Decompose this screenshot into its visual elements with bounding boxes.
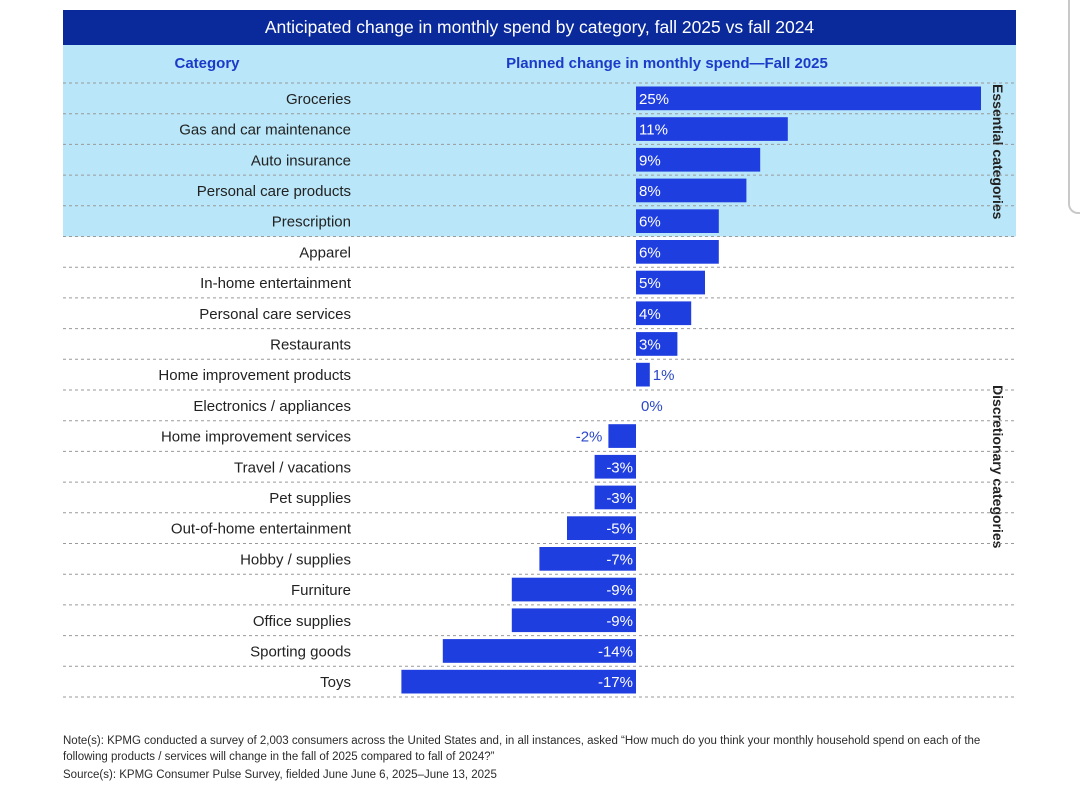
group-label: Discretionary categories	[990, 385, 1006, 549]
data-label: 3%	[639, 336, 661, 353]
category-label: Restaurants	[270, 336, 351, 353]
scroll-edge	[1068, 0, 1080, 214]
bar	[636, 240, 719, 264]
data-label: -17%	[598, 674, 633, 691]
bar	[608, 424, 636, 448]
bar	[401, 669, 636, 694]
bar	[636, 332, 678, 356]
category-label: Electronics / appliances	[193, 398, 351, 415]
bar	[511, 608, 636, 633]
category-label: Groceries	[286, 91, 351, 108]
data-label: 1%	[653, 367, 675, 384]
category-label: Pet supplies	[269, 490, 351, 507]
bar	[636, 178, 747, 203]
data-label: -3%	[606, 459, 633, 476]
category-label: In-home entertainment	[200, 275, 352, 292]
category-header: Category	[174, 55, 240, 72]
data-label: -7%	[606, 551, 633, 568]
bar	[636, 301, 692, 326]
category-label: Toys	[320, 674, 351, 691]
bar	[636, 362, 650, 387]
data-label: -3%	[606, 490, 633, 507]
category-label: Personal care services	[199, 306, 351, 323]
category-label: Out-of-home entertainment	[171, 521, 352, 538]
data-label: 5%	[639, 275, 661, 292]
data-label: 4%	[639, 306, 661, 323]
bar	[594, 485, 636, 510]
bar	[442, 639, 636, 663]
bar	[511, 577, 636, 602]
bar	[636, 209, 719, 233]
category-label: Auto insurance	[251, 152, 351, 169]
bar	[567, 516, 636, 540]
category-label: Sporting goods	[250, 643, 351, 660]
footnotes: Note(s): KPMG conducted a survey of 2,00…	[63, 733, 1003, 785]
category-label: Prescription	[272, 214, 351, 231]
bar	[636, 86, 981, 111]
data-label: 11%	[639, 122, 668, 139]
data-label: -14%	[598, 643, 633, 660]
bar	[539, 547, 636, 571]
data-label: 6%	[639, 244, 661, 261]
category-label: Apparel	[299, 244, 351, 261]
data-label: -2%	[576, 429, 603, 446]
category-label: Home improvement services	[161, 429, 351, 446]
data-label: 0%	[641, 398, 663, 415]
note-text: Note(s): KPMG conducted a survey of 2,00…	[63, 735, 981, 763]
bar	[636, 147, 761, 172]
category-label: Travel / vacations	[234, 459, 351, 476]
value-header: Planned change in monthly spend—Fall 202…	[506, 55, 828, 72]
category-label: Gas and car maintenance	[179, 122, 351, 139]
data-label: 6%	[639, 214, 661, 231]
bar	[636, 117, 788, 141]
category-label: Office supplies	[253, 613, 351, 630]
bar	[636, 270, 705, 295]
group-label: Essential categories	[990, 84, 1006, 220]
group-band	[63, 45, 1016, 237]
chart-title: Anticipated change in monthly spend by c…	[63, 10, 1016, 45]
category-label: Furniture	[291, 582, 351, 599]
category-label: Personal care products	[197, 183, 351, 200]
source-text: Source(s): KPMG Consumer Pulse Survey, f…	[63, 769, 497, 781]
data-label: -9%	[606, 613, 633, 630]
data-label: 25%	[639, 91, 669, 108]
data-label: -9%	[606, 582, 633, 599]
data-label: 9%	[639, 152, 661, 169]
bar	[594, 454, 636, 479]
data-label: -5%	[606, 521, 633, 538]
data-label: 8%	[639, 183, 661, 200]
bar-chart: Essential categories Discretionary catego…	[63, 45, 1016, 698]
category-label: Home improvement products	[158, 367, 351, 384]
category-label: Hobby / supplies	[240, 551, 351, 568]
